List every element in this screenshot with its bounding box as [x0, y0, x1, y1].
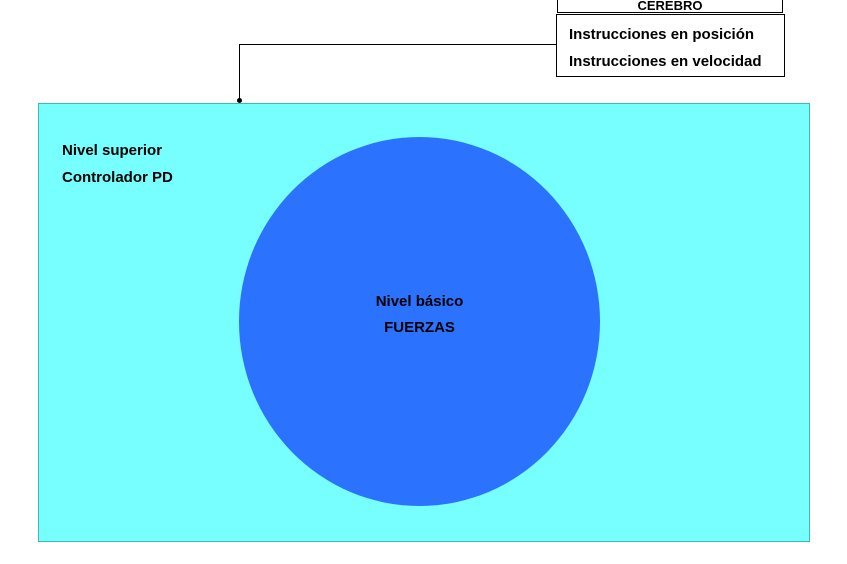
brain-title: CEREBRO — [557, 0, 783, 13]
basic-level-circle: Nivel básico FUERZAS — [239, 137, 600, 506]
basic-level-title: Nivel básico — [375, 293, 464, 310]
instruction-position: Instrucciones en posición — [569, 26, 755, 43]
connector-endpoint-dot — [237, 98, 242, 103]
brain-instructions-box: Instrucciones en posición Instrucciones … — [556, 14, 785, 77]
upper-level-box: Nivel superior Controlador PD Nivel bási… — [38, 103, 810, 542]
upper-level-controller: Controlador PD — [62, 169, 173, 186]
instruction-velocity: Instrucciones en velocidad — [569, 53, 762, 70]
basic-level-forces: FUERZAS — [384, 319, 455, 336]
basic-level-label: Nivel básico FUERZAS — [239, 289, 600, 341]
upper-level-label: Nivel superior Controlador PD — [62, 137, 173, 191]
upper-level-title: Nivel superior — [62, 142, 163, 159]
connector-horizontal-line — [239, 44, 556, 45]
connector-vertical-line — [239, 44, 240, 101]
